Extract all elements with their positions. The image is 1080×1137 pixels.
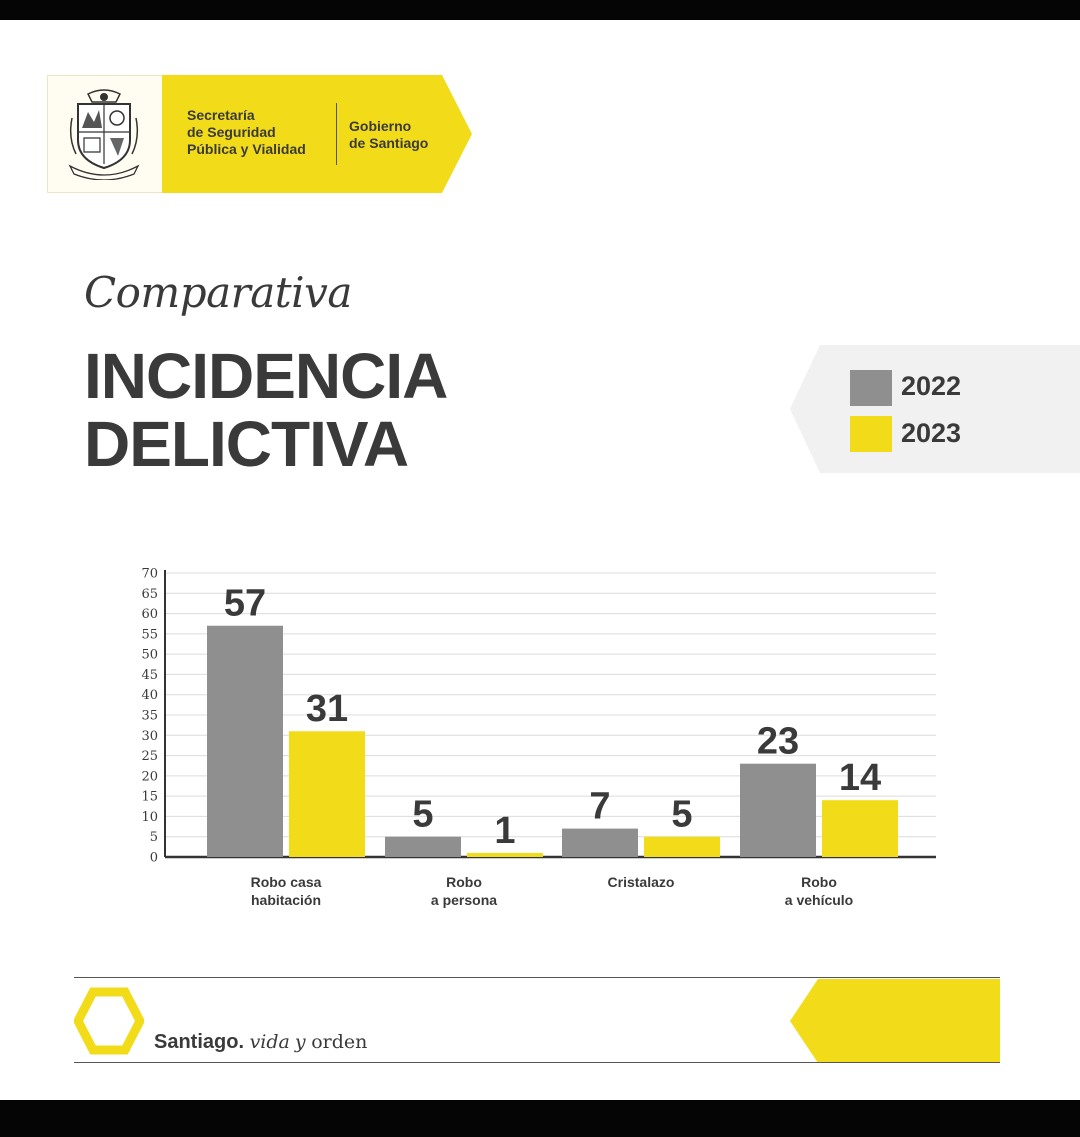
legend-swatch-2022 <box>850 370 892 406</box>
footer-divider-top <box>74 977 1000 978</box>
data-label-2023: 5 <box>671 794 692 836</box>
footer-divider-bottom <box>74 1062 1000 1063</box>
data-label-2022: 57 <box>224 583 266 625</box>
y-tick-label: 70 <box>141 567 158 582</box>
y-tick-label: 40 <box>141 688 158 703</box>
y-tick-label: 35 <box>141 709 158 724</box>
y-tick-label: 5 <box>150 830 158 845</box>
data-label-2022: 7 <box>589 786 610 828</box>
footer-slogan-y: y <box>294 1031 306 1053</box>
x-category-label: Robo casa <box>251 874 322 890</box>
badge-divider <box>336 103 337 165</box>
data-label-2022: 5 <box>412 794 433 836</box>
hexagon-logo-icon <box>74 987 144 1055</box>
header-badge: Secretaría de Seguridad Pública y Vialid… <box>47 75 472 193</box>
footer-brand: Santiago. <box>154 1031 245 1053</box>
agency-name: Secretaría de Seguridad Pública y Vialid… <box>187 107 306 157</box>
y-tick-label: 10 <box>141 810 158 825</box>
footer-arrow-banner <box>790 979 1000 1063</box>
footer-slogan: Santiago. vida y orden <box>154 1031 367 1054</box>
coat-of-arms-icon <box>68 89 140 180</box>
y-tick-label: 30 <box>141 729 158 744</box>
state-seal <box>47 75 163 193</box>
bar-2022 <box>385 836 461 857</box>
y-tick-label: 20 <box>141 769 158 784</box>
legend-label-2022: 2022 <box>901 371 962 401</box>
y-tick-label: 50 <box>141 648 158 663</box>
subtitle: Comparativa <box>84 268 352 317</box>
x-category-label: a vehículo <box>785 892 853 908</box>
footer-slogan-vida: vida <box>249 1031 290 1053</box>
legend-swatch-2023 <box>850 416 892 452</box>
data-label-2022: 23 <box>757 721 799 763</box>
footer-slogan-orden: orden <box>311 1031 368 1053</box>
bottom-black-bar <box>0 1100 1080 1137</box>
x-category-label: habitación <box>251 892 321 908</box>
data-label-2023: 1 <box>494 810 515 852</box>
legend-label-2023: 2023 <box>901 418 962 448</box>
x-category-label: Robo <box>801 874 837 890</box>
y-tick-label: 25 <box>141 749 158 764</box>
x-category-label: a persona <box>431 892 497 908</box>
y-tick-label: 0 <box>150 851 158 866</box>
page-title: INCIDENCIA DELICTIVA <box>84 340 448 480</box>
header-arrow-banner <box>162 75 472 193</box>
bar-2023 <box>289 731 365 857</box>
x-category-label: Robo <box>446 874 482 890</box>
y-tick-label: 55 <box>141 627 158 642</box>
y-tick-label: 15 <box>141 790 158 805</box>
y-tick-label: 65 <box>141 587 158 602</box>
bar-2022 <box>207 625 283 857</box>
bar-2022 <box>740 763 816 857</box>
y-tick-label: 60 <box>141 607 158 622</box>
data-label-2023: 31 <box>306 688 348 730</box>
bar-2023 <box>467 852 543 857</box>
government-name: Gobierno de Santiago <box>349 118 429 151</box>
x-category-label: Cristalazo <box>608 874 675 890</box>
bar-2022 <box>562 828 638 857</box>
y-tick-label: 45 <box>141 668 158 683</box>
bar-2023 <box>644 836 720 857</box>
bar-2023 <box>822 800 898 857</box>
data-label-2023: 14 <box>839 757 881 799</box>
legend-panel <box>790 345 1080 473</box>
top-black-bar <box>0 0 1080 20</box>
